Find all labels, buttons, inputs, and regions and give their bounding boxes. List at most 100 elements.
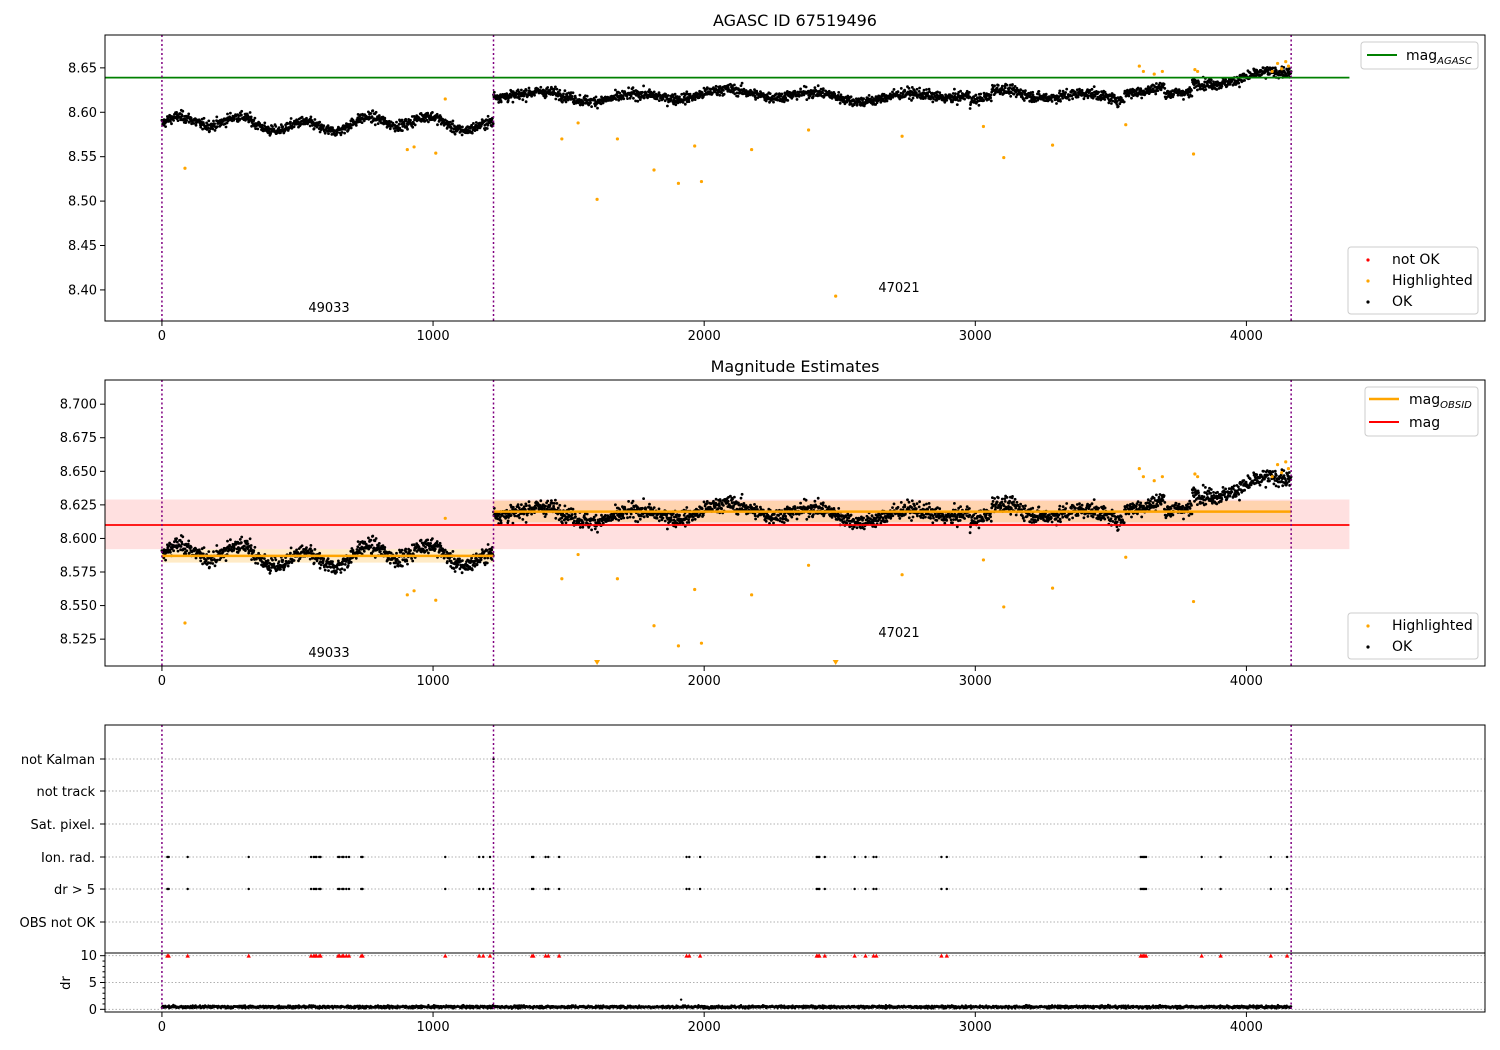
- data-point-ok: [670, 518, 673, 522]
- data-point-ok: [491, 122, 495, 126]
- data-point-ok: [683, 102, 687, 106]
- data-point-ok: [687, 100, 691, 103]
- data-point-ok: [807, 515, 811, 519]
- data-point-ok: [506, 519, 510, 523]
- data-point-ok: [804, 85, 808, 89]
- data-point-ok: [242, 115, 246, 119]
- data-point-ok: [543, 515, 547, 518]
- data-point-ok: [461, 125, 464, 129]
- data-point-ok: [405, 559, 409, 563]
- data-point-ok: [925, 88, 928, 91]
- data-point-ok: [642, 84, 645, 88]
- data-point-ok: [804, 498, 808, 502]
- data-point-ok: [554, 85, 557, 89]
- data-point-ok: [838, 101, 842, 105]
- data-point-ok: [963, 97, 966, 101]
- data-point-ok: [377, 542, 381, 545]
- data-point-ok: [326, 124, 330, 128]
- data-point-ok: [281, 558, 285, 562]
- data-point-ok: [485, 561, 489, 565]
- data-point-ok: [404, 550, 408, 554]
- data-point-ok: [229, 538, 232, 542]
- x-tick-label: 1000: [417, 329, 450, 344]
- data-point-ok: [772, 513, 776, 516]
- data-point-ok: [534, 90, 538, 94]
- data-point-ok: [1050, 100, 1054, 103]
- data-point-ok: [411, 559, 415, 563]
- data-point-ok: [199, 559, 203, 563]
- data-point-ok: [525, 513, 529, 517]
- data-point-ok: [1155, 82, 1158, 85]
- data-point-ok: [356, 116, 360, 120]
- data-point-ok: [1011, 83, 1014, 86]
- data-point-highlighted: [1270, 69, 1274, 74]
- data-point-ok: [323, 131, 327, 135]
- data-point-ok: [1154, 92, 1158, 96]
- data-point-ok: [343, 131, 346, 135]
- data-point-ok: [238, 538, 242, 541]
- data-point-ok: [525, 89, 528, 92]
- data-point-ok: [340, 131, 344, 134]
- data-point-ok: [431, 111, 434, 114]
- y-tick-label: 8.50: [68, 195, 97, 210]
- data-point-ok: [614, 517, 618, 521]
- data-point-ok: [772, 100, 775, 104]
- data-point-ok: [199, 125, 203, 129]
- data-point-ok: [632, 516, 635, 519]
- data-point-ok: [570, 95, 574, 98]
- data-point-highlighted: [443, 97, 447, 101]
- data-point-ok: [369, 112, 373, 115]
- data-point-ok: [508, 92, 512, 96]
- data-point-ok: [530, 94, 533, 98]
- data-point-ok: [474, 121, 478, 124]
- data-point-ok: [693, 98, 697, 101]
- data-point-ok: [354, 556, 358, 560]
- data-point-ok: [351, 549, 355, 552]
- data-point-ok: [959, 89, 962, 93]
- data-point-ok: [486, 543, 490, 546]
- data-point-ok: [525, 504, 528, 507]
- data-point-ok: [492, 90, 496, 94]
- data-point-highlighted: [1286, 64, 1291, 68]
- data-point-ok: [768, 92, 772, 95]
- data-point-ok: [685, 90, 689, 94]
- data-point-ok: [644, 507, 648, 511]
- data-point-ok: [527, 500, 531, 504]
- data-point-highlighted: [615, 137, 620, 141]
- data-point-ok: [451, 122, 454, 126]
- data-point-ok: [266, 559, 270, 562]
- data-point-ok: [821, 503, 825, 507]
- data-point-ok: [1186, 93, 1190, 97]
- data-point-ok: [631, 86, 635, 89]
- data-point-ok: [1090, 87, 1094, 91]
- data-point-ok: [1103, 98, 1107, 101]
- data-point-ok: [370, 543, 374, 547]
- data-point-highlighted: [693, 144, 697, 148]
- data-point-ok: [564, 521, 568, 525]
- data-point-ok: [945, 98, 949, 102]
- data-point-ok: [240, 535, 244, 539]
- data-point-ok: [989, 93, 993, 97]
- data-point-highlighted: [1193, 68, 1197, 72]
- data-point-ok: [277, 126, 281, 129]
- data-point-ok: [393, 129, 397, 133]
- data-point-ok: [922, 88, 926, 92]
- data-point-ok: [596, 530, 599, 534]
- data-point-ok: [383, 116, 387, 120]
- data-point-ok: [322, 124, 326, 128]
- data-point-ok: [524, 92, 527, 95]
- y-tick-label: 8.55: [68, 150, 97, 165]
- data-point-ok: [346, 122, 350, 126]
- data-point-ok: [233, 117, 236, 121]
- data-point-ok: [648, 88, 651, 91]
- data-point-ok: [561, 100, 564, 104]
- data-point-ok: [1140, 96, 1144, 100]
- data-point-ok: [483, 123, 487, 127]
- data-point-ok: [349, 560, 353, 564]
- data-point-ok: [402, 122, 406, 126]
- data-point-ok: [435, 112, 439, 116]
- data-point-ok: [485, 127, 489, 130]
- data-point-ok: [614, 503, 617, 507]
- data-point-ok: [1172, 93, 1175, 97]
- data-point-ok: [687, 518, 690, 522]
